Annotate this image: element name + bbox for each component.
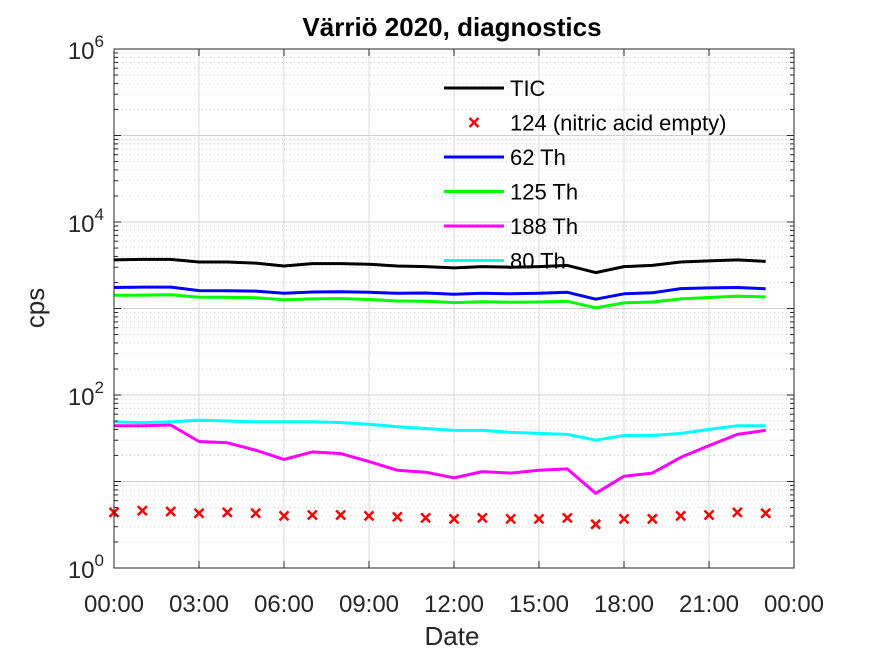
series-line xyxy=(114,423,766,495)
data-point xyxy=(136,505,148,517)
chart-title: Värriö 2020, diagnostics xyxy=(302,12,601,42)
legend-label: 124 (nitric acid empty) xyxy=(510,111,726,136)
data-point xyxy=(675,510,687,522)
data-point xyxy=(590,518,602,530)
data-point xyxy=(533,513,545,525)
marker-stroke xyxy=(476,512,488,524)
data-point xyxy=(335,509,347,521)
marker-stroke xyxy=(165,506,177,517)
series-layer xyxy=(108,257,772,530)
marker-stroke xyxy=(136,505,148,517)
series-line xyxy=(113,293,766,310)
legend-item: 188 Th xyxy=(444,214,578,239)
data-point xyxy=(703,509,715,521)
legend-marker xyxy=(468,117,480,128)
y-tick-label: 104 xyxy=(68,205,104,238)
y-tick-label: 102 xyxy=(68,378,104,411)
series-125-th xyxy=(113,293,766,310)
marker-stroke xyxy=(448,513,460,525)
marker-stroke xyxy=(250,507,262,519)
legend-label: 125 Th xyxy=(510,180,578,205)
series-line xyxy=(113,418,766,442)
marker-stroke xyxy=(391,511,403,523)
marker-stroke xyxy=(193,507,205,519)
x-tick-label: 12:00 xyxy=(424,591,484,618)
data-point xyxy=(618,513,630,525)
data-point xyxy=(250,507,262,519)
series-line xyxy=(113,257,766,275)
series-tic xyxy=(113,257,766,275)
legend-label: TIC xyxy=(510,76,546,101)
x-tick-label: 09:00 xyxy=(339,591,399,618)
x-tick-label: 06:00 xyxy=(254,591,314,618)
data-point xyxy=(448,513,460,525)
data-point xyxy=(165,506,177,517)
legend-label: 62 Th xyxy=(510,145,566,170)
data-point xyxy=(505,513,517,525)
marker-stroke xyxy=(760,507,772,519)
y-tick-label: 106 xyxy=(68,32,104,65)
marker-stroke xyxy=(505,513,517,525)
data-point xyxy=(363,510,375,522)
data-point xyxy=(731,506,743,518)
legend-label: 188 Th xyxy=(510,214,578,239)
series-62-th xyxy=(113,285,766,301)
marker-stroke xyxy=(618,513,630,525)
data-point xyxy=(646,513,658,525)
series-80-th xyxy=(113,418,766,442)
marker-stroke xyxy=(675,510,687,522)
y-tick-label: 100 xyxy=(68,551,104,584)
x-tick-label: 15:00 xyxy=(509,591,569,618)
x-tick-labels: 00:00 03:00 06:00 09:00 12:00 15:00 18:00 21:00… xyxy=(84,591,824,618)
data-point xyxy=(306,509,318,521)
marker-stroke xyxy=(221,506,233,518)
x-tick-label: 00:00 xyxy=(84,591,144,618)
x-tick-label: 18:00 xyxy=(594,591,654,618)
grid xyxy=(114,49,794,568)
x-tick-label: 00:00 xyxy=(764,591,824,618)
legend-label: 80 Th xyxy=(510,249,566,274)
legend-item: 125 Th xyxy=(444,180,578,205)
marker-stroke xyxy=(306,509,318,521)
x-tick-label: 21:00 xyxy=(679,591,739,618)
marker-stroke xyxy=(590,518,602,530)
marker-stroke xyxy=(533,513,545,525)
data-point xyxy=(221,506,233,518)
legend: TIC 124 (nitric acid empty) 62 Th 125 Th 188… xyxy=(444,76,726,274)
series-188-th xyxy=(114,423,766,495)
data-point xyxy=(391,511,403,523)
marker-stroke xyxy=(420,512,432,524)
marker-stroke xyxy=(561,512,573,524)
legend-item: 80 Th xyxy=(444,249,566,274)
data-point xyxy=(760,507,772,519)
x-axis-label: Date xyxy=(425,621,480,651)
marker-stroke xyxy=(363,510,375,522)
marker-stroke xyxy=(335,509,347,521)
marker-stroke xyxy=(646,513,658,525)
y-tick-labels: 100 102 104 106 xyxy=(68,32,104,584)
legend-item: TIC xyxy=(444,76,546,101)
data-point xyxy=(561,512,573,524)
data-point xyxy=(193,507,205,519)
ticks xyxy=(113,49,795,569)
x-tick-label: 03:00 xyxy=(169,591,229,618)
legend-item: 124 (nitric acid empty) xyxy=(468,111,726,136)
y-axis-label: cps xyxy=(20,288,50,328)
marker-stroke xyxy=(703,509,715,521)
marker-stroke xyxy=(731,506,743,518)
series-line xyxy=(113,285,766,301)
marker-stroke xyxy=(278,510,290,522)
data-point xyxy=(420,512,432,524)
data-point xyxy=(278,510,290,522)
legend-item: 62 Th xyxy=(444,145,566,170)
data-point xyxy=(476,512,488,524)
